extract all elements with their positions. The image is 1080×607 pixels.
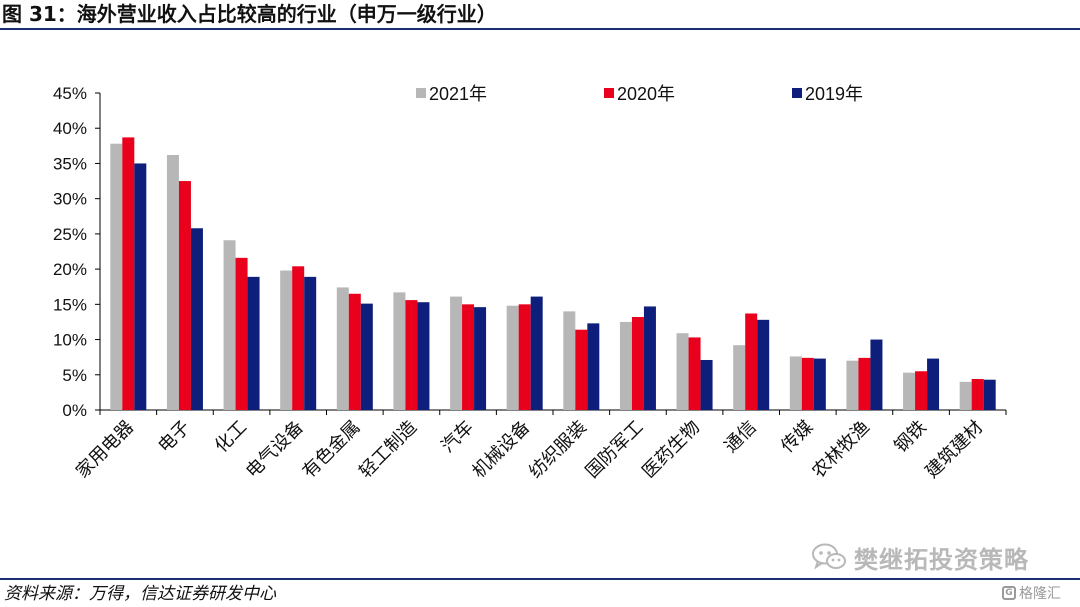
y-tick-label: 45% (53, 84, 87, 103)
bar-2019年-机械设备 (530, 296, 543, 410)
legend-label: 2020年 (617, 84, 675, 104)
category-label: 有色金属 (299, 417, 365, 483)
bar-2019年-轻工制造 (417, 302, 430, 410)
category-label: 汽车 (437, 417, 477, 457)
bar-2021年-电子 (166, 154, 179, 410)
category-label: 传媒 (777, 417, 817, 457)
wechat-icon (812, 543, 846, 570)
bar-2020年-钢铁 (915, 371, 928, 410)
bar-2021年-通信 (733, 345, 746, 410)
bar-2019年-医药生物 (700, 359, 713, 410)
category-label: 医药生物 (638, 417, 704, 483)
bar-2020年-医药生物 (688, 337, 701, 410)
bar-2020年-机械设备 (518, 304, 531, 410)
bar-2019年-有色金属 (360, 303, 373, 410)
category-label: 纺织服装 (525, 417, 591, 483)
y-tick-label: 30% (53, 190, 87, 209)
bar-2019年-纺织服装 (587, 323, 600, 410)
bar-2019年-传媒 (813, 358, 826, 410)
bar-2020年-有色金属 (348, 293, 361, 410)
bar-2021年-电气设备 (280, 270, 293, 410)
bars (110, 137, 996, 410)
bar-2020年-国防军工 (631, 317, 644, 410)
bar-2021年-轻工制造 (393, 292, 406, 410)
bar-2019年-通信 (757, 319, 770, 410)
figure-title-bar: 图 31：海外营业收入占比较高的行业（申万一级行业） (0, 0, 1080, 30)
bar-2021年-有色金属 (336, 287, 349, 410)
gelonghui-badge: G 格隆汇 (1002, 583, 1061, 603)
category-label: 轻工制造 (355, 417, 421, 483)
bottom-rule (0, 578, 1080, 580)
bar-2019年-电气设备 (304, 276, 317, 410)
category-label: 电气设备 (242, 417, 308, 483)
bar-2019年-国防军工 (643, 306, 656, 410)
bar-2020年-农林牧渔 (858, 357, 871, 410)
bar-2021年-钢铁 (903, 372, 916, 410)
y-tick-label: 15% (53, 295, 87, 314)
bar-2020年-建筑建材 (971, 379, 984, 410)
category-label: 家用电器 (72, 417, 138, 483)
legend-swatch (416, 88, 426, 98)
y-tick-label: 40% (53, 119, 87, 138)
category-label: 农林牧渔 (808, 417, 874, 483)
bar-2019年-建筑建材 (983, 379, 996, 410)
bar-2019年-家用电器 (134, 163, 147, 410)
y-tick-label: 10% (53, 331, 87, 350)
category-label: 化工 (211, 417, 251, 457)
bar-chart: 0% 5% 10% 15% 20% 25% 30% 35% 40% 45% 家用电器 电子 化工电气设… (53, 84, 1007, 483)
bar-2021年-建筑建材 (959, 381, 972, 410)
bar-2021年-传媒 (789, 356, 802, 410)
bar-2021年-家用电器 (110, 143, 123, 410)
bar-2020年-家用电器 (122, 137, 135, 410)
bar-2019年-汽车 (474, 307, 487, 410)
bar-2019年-电子 (190, 228, 203, 410)
category-label: 电子 (154, 417, 194, 457)
legend-swatch (604, 88, 614, 98)
legend-label: 2019年 (805, 84, 863, 104)
x-axis (99, 409, 1007, 415)
y-tick-label: 35% (53, 154, 87, 173)
source-note: 资料来源：万得，信达证券研发中心 (4, 584, 276, 604)
y-tick-label: 5% (62, 366, 87, 385)
bar-2020年-通信 (745, 313, 758, 410)
legend-label: 2021年 (429, 84, 487, 104)
bar-2021年-国防军工 (619, 321, 632, 410)
bar-2021年-化工 (223, 240, 236, 410)
bar-2020年-轻工制造 (405, 300, 418, 410)
y-tick-label: 0% (62, 401, 87, 420)
category-label: 钢铁 (890, 417, 930, 457)
bar-2020年-汽车 (462, 304, 475, 410)
bar-2021年-汽车 (450, 296, 463, 410)
category-label: 通信 (720, 417, 760, 457)
bar-2020年-电子 (178, 181, 191, 410)
bar-2021年-纺织服装 (563, 311, 576, 410)
legend-swatch (792, 88, 802, 98)
bar-2020年-传媒 (801, 357, 814, 410)
bar-2021年-机械设备 (506, 305, 519, 410)
bar-2021年-医药生物 (676, 333, 689, 410)
bar-2019年-农林牧渔 (870, 339, 883, 410)
y-axis: 0% 5% 10% 15% 20% 25% 30% 35% 40% 45% (53, 84, 101, 420)
y-tick-label: 25% (53, 225, 87, 244)
gelonghui-logo-icon: G (1002, 586, 1016, 600)
bar-2020年-电气设备 (292, 266, 305, 410)
bar-2020年-化工 (235, 257, 248, 410)
category-label: 建筑建材 (921, 417, 987, 483)
legend: 2021年 2020年 2019年 (416, 84, 863, 104)
y-tick-label: 20% (53, 260, 87, 279)
watermark-text: 樊继拓投资策略 (854, 546, 1029, 574)
badge-text: 格隆汇 (1019, 586, 1061, 602)
bar-2020年-纺织服装 (575, 329, 588, 410)
bar-2021年-农林牧渔 (846, 360, 859, 410)
category-label: 机械设备 (468, 417, 534, 483)
bar-2019年-化工 (247, 276, 260, 410)
figure-title: 图 31：海外营业收入占比较高的行业（申万一级行业） (2, 2, 497, 26)
watermark: 樊继拓投资策略 (812, 538, 1074, 578)
category-label: 国防军工 (582, 417, 648, 483)
bar-2019年-钢铁 (927, 358, 940, 410)
